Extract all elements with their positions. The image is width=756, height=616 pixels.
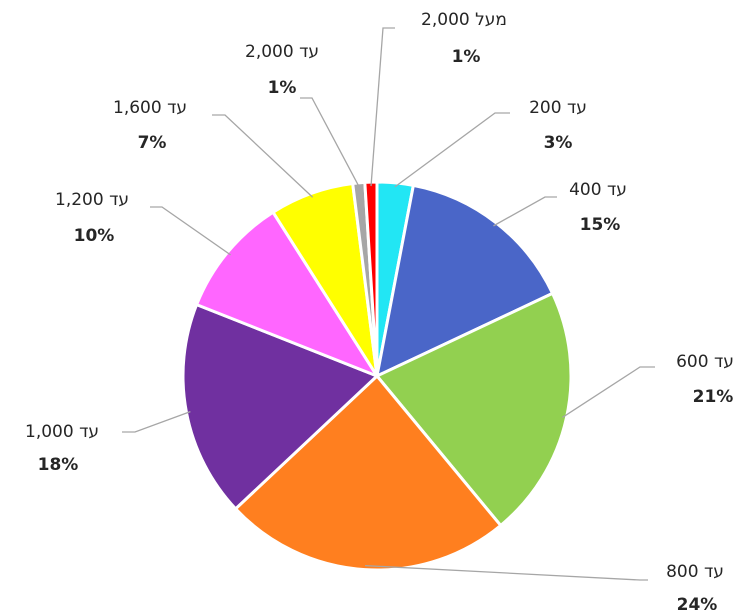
slice-value-label: 7%	[138, 133, 167, 153]
slice-label: עד 400	[569, 180, 627, 200]
leader-line	[122, 410, 191, 433]
slice-label: עד 800	[666, 562, 724, 582]
slice-value-label: 24%	[677, 595, 718, 615]
pie-slice	[374, 291, 573, 528]
leader-line	[370, 27, 395, 187]
slice-label: עד 1,600	[113, 98, 187, 118]
slice-value-label: 1%	[268, 78, 297, 98]
slice-label: עד 1,200	[55, 190, 129, 210]
slice-value-label: 1%	[452, 47, 481, 67]
leader-line	[493, 196, 557, 227]
leader-line	[150, 206, 231, 256]
leader-line	[365, 564, 648, 581]
pie-slice	[233, 373, 503, 572]
slice-value-label: 10%	[74, 226, 115, 246]
slice-value-label: 21%	[693, 387, 734, 407]
leader-line	[212, 114, 314, 198]
slice-label: עד 2,000	[245, 42, 319, 62]
slice-label: עד 200	[529, 98, 587, 118]
slice-label: עד 1,000	[25, 422, 99, 442]
slice-value-label: 18%	[38, 455, 79, 475]
leader-line	[300, 97, 360, 188]
pie-slice	[374, 183, 555, 379]
leader-line	[394, 112, 510, 188]
leader-line	[562, 366, 655, 418]
slice-label: עד 600	[676, 352, 734, 372]
slice-label: מעל 2,000	[421, 10, 507, 30]
slice-value-label: 15%	[580, 215, 621, 235]
slice-value-label: 3%	[544, 133, 573, 153]
